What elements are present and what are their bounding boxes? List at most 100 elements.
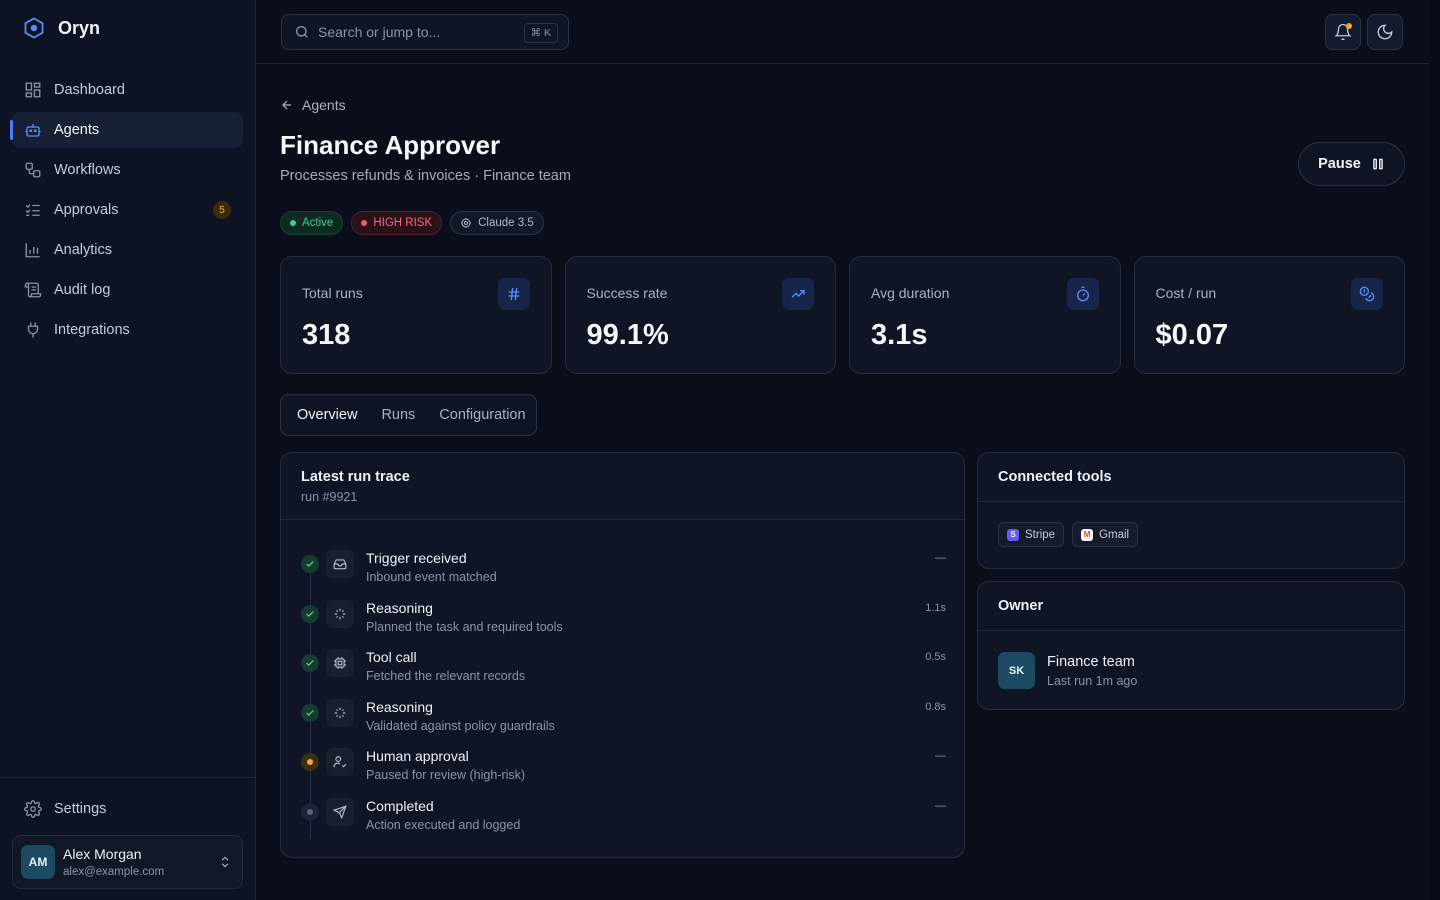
status-badge: Active <box>280 211 344 235</box>
run-trace-header: Latest run trace run #9921 <box>281 453 964 520</box>
send-icon <box>333 805 347 819</box>
approvals-count-badge: 5 <box>213 201 231 219</box>
stat-label: Success rate <box>586 285 668 301</box>
sidebar-item-label: Audit log <box>54 282 111 298</box>
agent-badges: Active HIGH RISK Claude 3.5 <box>280 211 544 235</box>
owner-last-run: Last run 1m ago <box>1047 674 1138 688</box>
search-input[interactable]: Search or jump to... ⌘ K <box>281 14 569 50</box>
search-shortcut-hint: ⌘ K <box>523 23 558 43</box>
gear-icon <box>24 800 42 818</box>
page-subtitle: Processes refunds & invoices · Finance t… <box>280 168 571 184</box>
run-id: run #9921 <box>301 490 358 504</box>
inbox-icon <box>333 559 347 570</box>
stat-card-success-rate: Success rate 99.1% <box>564 256 836 374</box>
stat-value: $0.07 <box>1155 319 1229 351</box>
trace-step[interactable]: Reasoning Validated against policy guard… <box>301 698 946 749</box>
brand[interactable]: Oryn <box>22 16 100 40</box>
moon-icon <box>1377 24 1393 40</box>
risk-badge: HIGH RISK <box>351 211 443 235</box>
pause-button-label: Pause <box>1318 156 1361 172</box>
tool-chip-label: Stripe <box>1025 528 1056 541</box>
panel-title: Owner <box>998 598 1044 614</box>
stopwatch-icon-wrap <box>1066 278 1099 310</box>
panel-title: Latest run trace <box>301 469 410 485</box>
step-icon-wrap <box>326 797 354 826</box>
model-badge: Claude 3.5 <box>450 211 544 235</box>
sparkles-icon <box>334 608 346 619</box>
chart-icon <box>25 243 40 258</box>
sidebar-item-workflows[interactable]: Workflows <box>12 152 243 188</box>
check-icon <box>306 660 314 667</box>
stats-row: Total runs 318 Success rate 99.1% Avg du… <box>280 256 1405 374</box>
workflow-icon <box>25 162 41 178</box>
step-icon-wrap <box>326 599 354 628</box>
theme-toggle-button[interactable] <box>1367 14 1403 50</box>
tool-chip-stripe[interactable]: S Stripe <box>998 522 1065 547</box>
arrow-left-icon <box>282 100 292 110</box>
owner-panel: Owner SK Finance team Last run 1m ago <box>977 581 1405 710</box>
tool-chip-gmail[interactable]: M Gmail <box>1072 522 1139 547</box>
stat-value: 3.1s <box>871 319 928 351</box>
user-avatar: AM <box>21 845 55 879</box>
check-icon <box>306 561 314 567</box>
owner-name[interactable]: Finance team <box>1047 654 1135 670</box>
trace-step[interactable]: Reasoning Planned the task and required … <box>301 599 946 650</box>
app-name: Oryn <box>58 17 101 38</box>
sidebar-item-analytics[interactable]: Analytics <box>12 232 243 268</box>
step-duration: — <box>935 552 946 564</box>
trace-step[interactable]: Human approval Paused for review (high-r… <box>301 748 946 798</box>
tab-runs[interactable]: Runs <box>381 407 416 423</box>
step-duration: 0.5s <box>925 651 946 664</box>
pause-button[interactable]: Pause <box>1298 142 1405 186</box>
tool-chip-label: Gmail <box>1099 528 1130 541</box>
notifications-button[interactable] <box>1325 14 1361 50</box>
run-trace-panel: Latest run trace run #9921 Trigger recei… <box>280 452 965 858</box>
owner-header: Owner <box>978 582 1404 631</box>
step-name: Human approval <box>366 748 469 765</box>
user-name: Alex Morgan <box>63 846 142 862</box>
trace-step[interactable]: Tool call Fetched the relevant records 0… <box>301 649 946 699</box>
sidebar-item-label: Integrations <box>54 322 130 338</box>
step-status-done <box>301 703 319 722</box>
settings-link[interactable]: Settings <box>24 800 106 818</box>
trending-up-icon <box>791 290 805 298</box>
tab-overview[interactable]: Overview <box>297 407 358 423</box>
sidebar-nav: Dashboard Agents Workflows Approvals 5 A… <box>10 72 243 352</box>
chevrons-up-down-icon <box>221 856 229 868</box>
plug-icon <box>27 322 39 338</box>
window-edge <box>1429 0 1440 900</box>
step-name: Reasoning <box>366 698 433 715</box>
step-icon-wrap <box>326 550 354 578</box>
panel-title: Connected tools <box>998 469 1112 485</box>
sidebar-item-agents[interactable]: Agents <box>10 112 243 148</box>
tab-configuration[interactable]: Configuration <box>439 407 526 423</box>
stopwatch-icon <box>1076 286 1089 302</box>
step-duration: 1.1s <box>925 601 946 614</box>
trace-step[interactable]: Completed Action executed and logged — <box>301 797 946 848</box>
settings-label: Settings <box>54 801 107 817</box>
dashboard-icon <box>25 82 41 98</box>
checklist-icon <box>25 204 40 216</box>
stat-value: 318 <box>302 319 351 351</box>
bell-icon <box>1334 23 1352 41</box>
step-duration: — <box>935 799 946 812</box>
step-description: Action executed and logged <box>366 817 521 832</box>
trending-up-icon-wrap <box>782 278 814 310</box>
sidebar-item-approvals[interactable]: Approvals 5 <box>12 192 243 228</box>
trace-step[interactable]: Trigger received Inbound event matched — <box>301 550 946 600</box>
hash-icon <box>508 287 519 301</box>
sidebar-item-audit-log[interactable]: Audit log <box>12 272 243 308</box>
back-link-label: Agents <box>302 97 346 113</box>
stat-card-total-runs: Total runs 318 <box>280 256 552 374</box>
sidebar-item-dashboard[interactable]: Dashboard <box>12 72 243 108</box>
page-title: Finance Approver <box>280 130 501 160</box>
step-icon-wrap <box>326 649 354 678</box>
user-menu[interactable]: AM Alex Morgan alex@example.com <box>12 835 243 889</box>
back-link[interactable]: Agents <box>280 97 346 113</box>
trace-steps: Trigger received Inbound event matched —… <box>301 550 946 848</box>
step-status-done <box>301 604 319 623</box>
stat-label: Cost / run <box>1155 285 1217 301</box>
connected-tools-header: Connected tools <box>978 453 1404 502</box>
user-check-icon <box>333 756 347 768</box>
sidebar-item-integrations[interactable]: Integrations <box>12 312 243 348</box>
